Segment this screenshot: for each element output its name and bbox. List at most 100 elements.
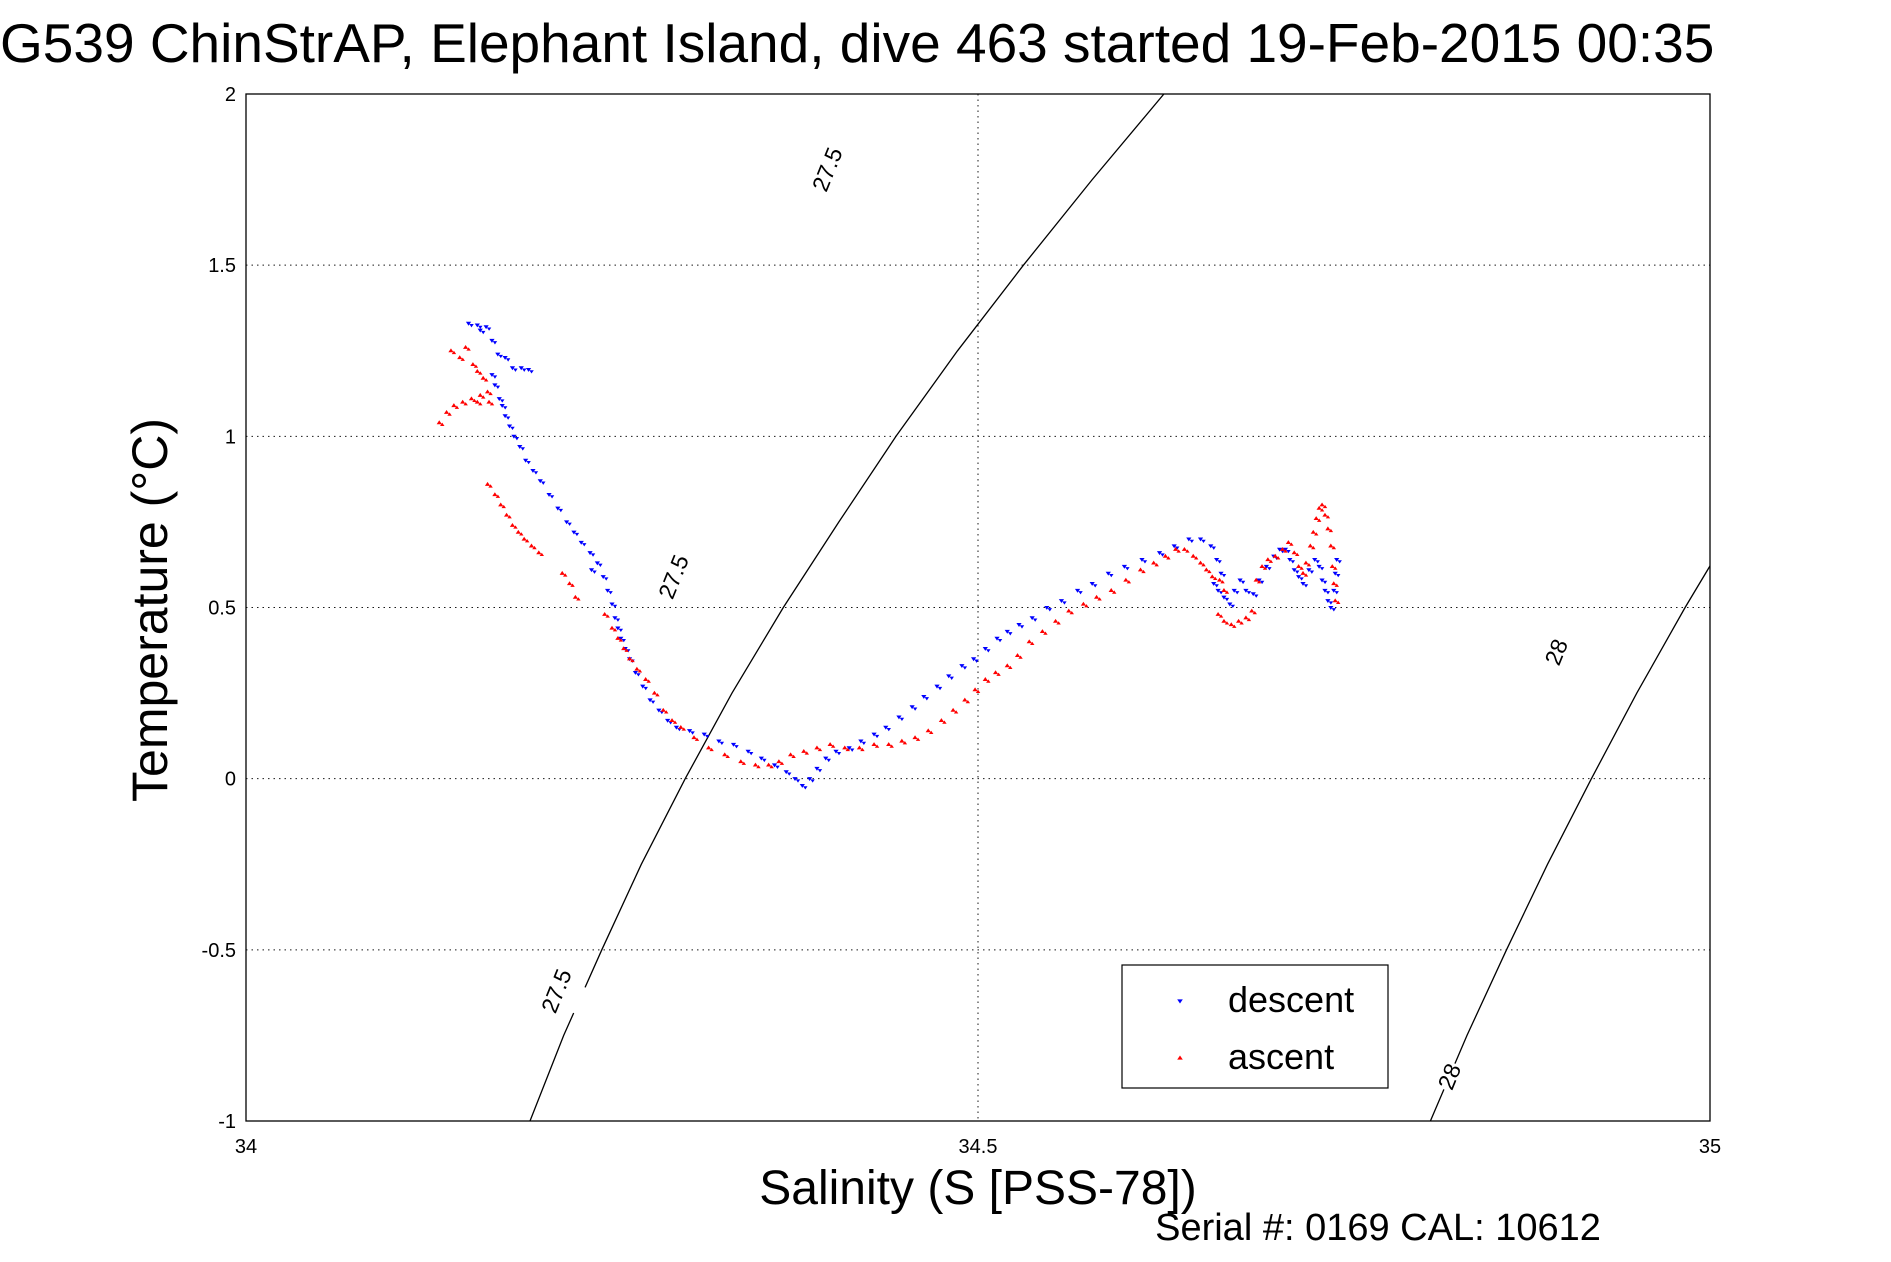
ascent-point [1066,608,1072,613]
descent-point [587,551,593,556]
ascent-point [766,762,772,767]
descent-point [1211,546,1216,550]
ascent-point [451,350,457,355]
ascent-point [1141,569,1146,574]
ascent-point [817,747,823,752]
ascent-point [1218,614,1224,618]
ascent-point [626,656,633,661]
descent-point [1332,571,1338,576]
descent-point [1047,608,1053,612]
descent-point [883,725,889,730]
descent-point [481,330,486,335]
descent-point [1331,608,1337,612]
descent-point [546,492,552,497]
ascent-point [615,635,621,640]
ascent-point [929,730,934,735]
ascent-point [521,536,527,541]
ascent-point [454,405,460,409]
descent-point [974,659,979,663]
ascent-point [992,670,999,675]
ascent-point [460,357,465,361]
isopycnal-27-5 [529,94,1165,1121]
descent-point [526,460,531,465]
ascent-point [576,597,581,601]
ascent-point [507,515,512,519]
ascent-point [972,687,978,692]
ascent-point [468,396,475,401]
ascent-point [1243,615,1249,620]
ascent-point [1311,545,1316,550]
descent-point [1246,591,1252,595]
ascent-point [503,512,510,517]
ascent-point [488,391,493,396]
descent-point [510,426,515,431]
grid-lines [246,94,1710,1121]
descent-point [1201,539,1206,544]
descent-point [734,745,739,749]
density-contours [529,94,1710,1121]
ascent-point [484,389,491,394]
contour-label-gap [640,552,707,601]
ascent-point [532,545,537,550]
ascent-point [874,744,880,748]
descent-point [1032,618,1038,622]
ascent-point [524,539,530,543]
ascent-point [1008,665,1013,670]
descent-point [1125,567,1130,571]
descent-point [604,577,609,581]
ascent-point [1289,542,1294,546]
ascent-point [488,484,493,488]
descent-point [503,406,508,410]
ascent-point [451,403,457,408]
ascent-point [655,693,660,697]
descent-point [986,649,991,653]
descent-point [716,739,722,744]
ascent-point [1162,553,1168,558]
descent-point [1089,581,1095,586]
ascent-point [756,764,761,769]
ascent-point [1052,618,1059,623]
ascent-point [498,502,504,507]
ascent-point [1097,597,1102,601]
descent-point [1214,584,1219,588]
ascent-point [915,737,921,741]
descent-point [997,638,1003,643]
descent-point [1303,584,1309,588]
descent-point [523,458,529,463]
ascent-point [466,347,471,351]
ascent-point [725,754,730,759]
ascent-point [492,492,498,497]
descent-point [615,618,621,622]
ascent-point [474,368,480,373]
legend-ascent-marker [1177,1055,1183,1060]
ascent-point [1256,580,1262,584]
descent-point [492,375,498,379]
ascent-point [618,638,624,642]
ascent-point [1018,655,1023,659]
ascent-point [776,759,782,764]
descent-point [1291,568,1297,573]
ascent-point [801,748,807,753]
descent-point [1295,570,1300,574]
ascent-point [1239,621,1244,625]
y-tick-label: 0 [225,769,236,791]
ascent-point [769,764,774,769]
descent-point [594,561,600,566]
ascent-point [1307,543,1313,548]
ascent-point [559,570,565,575]
descent-point [600,575,606,580]
isopycnal-28 [1429,564,1710,1121]
y-tick-label: 1 [225,426,236,448]
ascent-point [827,742,833,746]
descent-point [886,727,891,732]
contour-label-gap [523,966,590,1016]
descent-point [632,670,639,675]
descent-point [537,479,543,484]
ascent-point [1272,553,1278,558]
descent-point [1214,558,1220,562]
ascent-point [902,741,908,745]
descent-point [609,602,615,607]
descent-point [520,447,525,451]
descent-point [762,758,767,763]
